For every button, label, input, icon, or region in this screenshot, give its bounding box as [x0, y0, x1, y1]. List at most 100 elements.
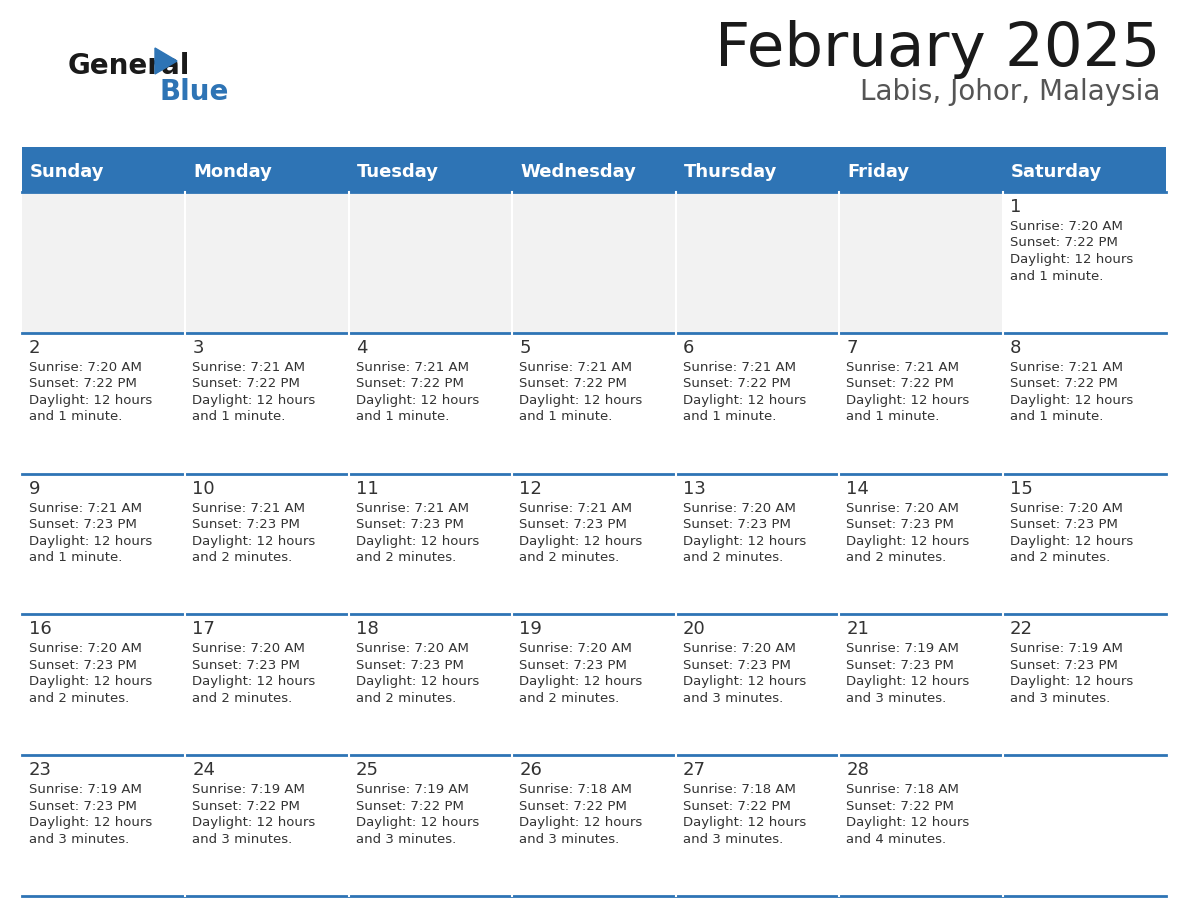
- Text: Sunrise: 7:21 AM: Sunrise: 7:21 AM: [192, 361, 305, 374]
- Text: Sunset: 7:22 PM: Sunset: 7:22 PM: [683, 377, 790, 390]
- Bar: [676, 474, 839, 614]
- Text: and 2 minutes.: and 2 minutes.: [356, 692, 456, 705]
- Text: Sunset: 7:22 PM: Sunset: 7:22 PM: [683, 800, 790, 812]
- Text: and 1 minute.: and 1 minute.: [192, 410, 286, 423]
- Text: Friday: Friday: [847, 163, 909, 181]
- Text: Daylight: 12 hours: Daylight: 12 hours: [846, 816, 969, 829]
- Text: Sunrise: 7:19 AM: Sunrise: 7:19 AM: [846, 643, 959, 655]
- Text: Sunset: 7:22 PM: Sunset: 7:22 PM: [192, 800, 301, 812]
- Bar: [349, 614, 512, 756]
- Text: Daylight: 12 hours: Daylight: 12 hours: [192, 394, 316, 407]
- Bar: [676, 333, 839, 474]
- Text: Daylight: 12 hours: Daylight: 12 hours: [519, 816, 643, 829]
- Bar: [23, 614, 185, 756]
- Text: Sunset: 7:23 PM: Sunset: 7:23 PM: [846, 659, 954, 672]
- Text: Sunrise: 7:21 AM: Sunrise: 7:21 AM: [519, 361, 632, 374]
- Text: Sunset: 7:22 PM: Sunset: 7:22 PM: [519, 800, 627, 812]
- Text: Daylight: 12 hours: Daylight: 12 hours: [1010, 253, 1133, 266]
- Text: and 1 minute.: and 1 minute.: [1010, 410, 1102, 423]
- Bar: [23, 756, 185, 896]
- Text: Sunrise: 7:20 AM: Sunrise: 7:20 AM: [356, 643, 469, 655]
- Text: Sunrise: 7:20 AM: Sunrise: 7:20 AM: [29, 643, 141, 655]
- Text: Sunset: 7:23 PM: Sunset: 7:23 PM: [519, 659, 627, 672]
- Text: Daylight: 12 hours: Daylight: 12 hours: [356, 394, 479, 407]
- Text: and 2 minutes.: and 2 minutes.: [356, 551, 456, 564]
- Text: and 2 minutes.: and 2 minutes.: [29, 692, 129, 705]
- Bar: [185, 192, 349, 333]
- Text: and 2 minutes.: and 2 minutes.: [519, 692, 619, 705]
- Text: 21: 21: [846, 621, 868, 638]
- Text: 23: 23: [29, 761, 52, 779]
- Text: Daylight: 12 hours: Daylight: 12 hours: [356, 676, 479, 688]
- Text: Daylight: 12 hours: Daylight: 12 hours: [29, 676, 152, 688]
- Text: and 1 minute.: and 1 minute.: [846, 410, 940, 423]
- Text: Sunset: 7:22 PM: Sunset: 7:22 PM: [846, 377, 954, 390]
- Bar: [676, 192, 839, 333]
- Bar: [1003, 614, 1165, 756]
- Text: Sunset: 7:22 PM: Sunset: 7:22 PM: [519, 377, 627, 390]
- Text: Sunrise: 7:21 AM: Sunrise: 7:21 AM: [1010, 361, 1123, 374]
- Text: Daylight: 12 hours: Daylight: 12 hours: [192, 676, 316, 688]
- Text: and 1 minute.: and 1 minute.: [519, 410, 613, 423]
- Text: 9: 9: [29, 479, 40, 498]
- Text: Sunset: 7:23 PM: Sunset: 7:23 PM: [356, 518, 463, 532]
- Text: Daylight: 12 hours: Daylight: 12 hours: [1010, 676, 1133, 688]
- Bar: [349, 192, 512, 333]
- Text: 15: 15: [1010, 479, 1032, 498]
- Text: 2: 2: [29, 339, 40, 357]
- Text: Tuesday: Tuesday: [356, 163, 438, 181]
- Text: Sunrise: 7:20 AM: Sunrise: 7:20 AM: [683, 501, 796, 515]
- Text: and 1 minute.: and 1 minute.: [29, 551, 122, 564]
- Text: and 3 minutes.: and 3 minutes.: [29, 833, 129, 845]
- Bar: [512, 192, 676, 333]
- Text: Sunrise: 7:20 AM: Sunrise: 7:20 AM: [846, 501, 959, 515]
- Text: and 3 minutes.: and 3 minutes.: [683, 833, 783, 845]
- Bar: [512, 614, 676, 756]
- Text: Sunrise: 7:20 AM: Sunrise: 7:20 AM: [1010, 501, 1123, 515]
- Text: 17: 17: [192, 621, 215, 638]
- Text: Daylight: 12 hours: Daylight: 12 hours: [519, 534, 643, 548]
- Text: Daylight: 12 hours: Daylight: 12 hours: [683, 676, 805, 688]
- Text: Wednesday: Wednesday: [520, 163, 636, 181]
- Text: Sunset: 7:23 PM: Sunset: 7:23 PM: [29, 800, 137, 812]
- Text: Daylight: 12 hours: Daylight: 12 hours: [29, 816, 152, 829]
- Bar: [185, 756, 349, 896]
- Text: and 3 minutes.: and 3 minutes.: [192, 833, 292, 845]
- Text: February 2025: February 2025: [715, 20, 1159, 79]
- Bar: [23, 333, 185, 474]
- Text: Daylight: 12 hours: Daylight: 12 hours: [192, 534, 316, 548]
- Text: Daylight: 12 hours: Daylight: 12 hours: [846, 394, 969, 407]
- Text: Daylight: 12 hours: Daylight: 12 hours: [29, 534, 152, 548]
- Text: Daylight: 12 hours: Daylight: 12 hours: [683, 534, 805, 548]
- Text: and 2 minutes.: and 2 minutes.: [1010, 551, 1110, 564]
- Text: Sunrise: 7:18 AM: Sunrise: 7:18 AM: [846, 783, 959, 796]
- Text: Sunrise: 7:21 AM: Sunrise: 7:21 AM: [683, 361, 796, 374]
- Text: 12: 12: [519, 479, 542, 498]
- Text: Daylight: 12 hours: Daylight: 12 hours: [519, 676, 643, 688]
- Text: Daylight: 12 hours: Daylight: 12 hours: [846, 534, 969, 548]
- Text: and 3 minutes.: and 3 minutes.: [846, 692, 947, 705]
- Text: 10: 10: [192, 479, 215, 498]
- Text: Sunset: 7:23 PM: Sunset: 7:23 PM: [683, 518, 790, 532]
- Text: and 2 minutes.: and 2 minutes.: [683, 551, 783, 564]
- Text: 14: 14: [846, 479, 868, 498]
- Text: Daylight: 12 hours: Daylight: 12 hours: [356, 816, 479, 829]
- Text: Sunset: 7:23 PM: Sunset: 7:23 PM: [29, 518, 137, 532]
- Text: Sunset: 7:23 PM: Sunset: 7:23 PM: [683, 659, 790, 672]
- Text: and 3 minutes.: and 3 minutes.: [683, 692, 783, 705]
- Text: Sunset: 7:23 PM: Sunset: 7:23 PM: [1010, 518, 1118, 532]
- Bar: [349, 192, 512, 333]
- Bar: [839, 333, 1003, 474]
- Text: 1: 1: [1010, 198, 1020, 216]
- Text: Daylight: 12 hours: Daylight: 12 hours: [29, 394, 152, 407]
- Text: Sunset: 7:22 PM: Sunset: 7:22 PM: [356, 800, 463, 812]
- Text: Sunrise: 7:20 AM: Sunrise: 7:20 AM: [683, 643, 796, 655]
- Text: Saturday: Saturday: [1011, 163, 1101, 181]
- Text: Sunset: 7:23 PM: Sunset: 7:23 PM: [356, 659, 463, 672]
- Text: Blue: Blue: [160, 78, 229, 106]
- Bar: [676, 192, 839, 333]
- Text: Sunset: 7:22 PM: Sunset: 7:22 PM: [846, 800, 954, 812]
- Text: and 3 minutes.: and 3 minutes.: [356, 833, 456, 845]
- Text: 5: 5: [519, 339, 531, 357]
- Bar: [676, 614, 839, 756]
